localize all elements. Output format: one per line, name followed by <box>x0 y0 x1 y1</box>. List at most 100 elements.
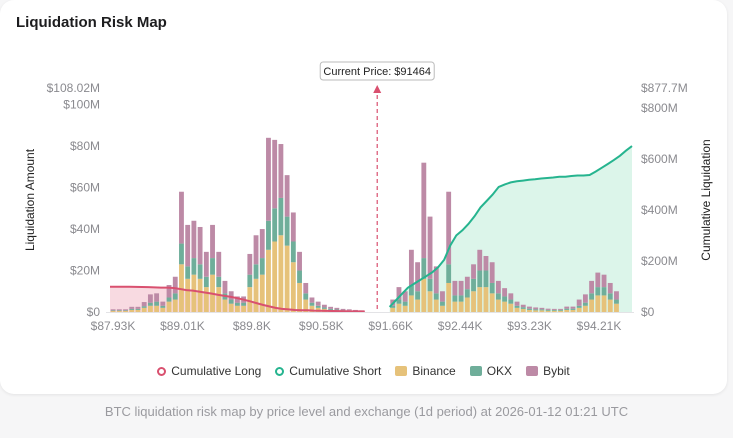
okx-bar <box>297 270 302 283</box>
current-price-box <box>319 61 435 81</box>
okx-bar <box>284 216 290 246</box>
bybit-bar <box>315 301 321 306</box>
bybit-bar <box>135 306 141 309</box>
y2-tick-label: $0 <box>641 305 655 319</box>
y-tick-label: $20M <box>70 264 100 278</box>
binance-bar <box>228 303 234 312</box>
binance-bar <box>539 310 545 312</box>
binance-bar <box>402 305 408 312</box>
okx-bar <box>210 258 215 275</box>
binance-bar <box>135 309 141 312</box>
binance-bar <box>452 301 458 312</box>
okx-bar <box>259 258 265 275</box>
okx-bar <box>203 276 209 288</box>
bybit-bar <box>396 287 402 300</box>
bybit-bar <box>402 291 408 302</box>
bybit-bar <box>527 306 532 309</box>
bybit-bar <box>123 309 128 311</box>
bybit-bar <box>216 251 222 277</box>
legend-label: Bybit <box>543 364 570 378</box>
binance-bar <box>601 295 607 312</box>
binance-bar <box>477 287 483 312</box>
bybit-bar <box>247 253 253 275</box>
okx-bar <box>408 285 414 296</box>
okx-bar <box>247 274 253 288</box>
bybit-bar <box>309 297 315 303</box>
bybit-bar <box>160 301 166 306</box>
bybit-bar <box>471 264 476 279</box>
x-tick-label: $91.66K <box>368 319 413 333</box>
bybit-bar <box>589 280 595 294</box>
bybit-bar <box>452 280 458 296</box>
bybit-bar <box>570 306 576 309</box>
legend-item-bybit[interactable]: Bybit <box>526 364 570 378</box>
bybit-bar <box>210 224 215 259</box>
okx-bar <box>272 208 278 242</box>
binance-bar <box>514 307 520 312</box>
bybit-bar <box>340 308 346 311</box>
legend-label: Binance <box>412 364 456 378</box>
y-tick-label: $0 <box>87 305 101 319</box>
x-tick-label: $89.8K <box>233 319 271 333</box>
binance-bar <box>278 235 284 312</box>
binance-bar <box>203 287 209 312</box>
binance-bar <box>390 307 396 312</box>
okx-bar <box>607 293 613 300</box>
bybit-bar <box>558 308 563 310</box>
cumulative-long-swatch <box>157 366 167 376</box>
bybit-bar <box>203 251 209 277</box>
x-tick-label: $93.23K <box>507 319 552 333</box>
bybit-bar <box>179 191 184 244</box>
okx-bar <box>589 293 595 300</box>
binance-bar <box>253 278 259 312</box>
okx-bar <box>614 299 619 304</box>
binance-bar <box>489 293 495 312</box>
okx-bar <box>564 308 570 310</box>
legend-item-okx[interactable]: OKX <box>469 364 512 378</box>
bybit-swatch <box>526 366 539 376</box>
y2-axis-title: Cumulative Liquidation <box>699 139 713 260</box>
legend-item-cumulative-short[interactable]: Cumulative Short <box>275 364 381 378</box>
okx-bar <box>539 309 545 311</box>
binance-bar <box>464 297 470 312</box>
bybit-bar <box>303 282 309 294</box>
binance-bar <box>172 299 178 312</box>
okx-bar <box>179 243 184 265</box>
okx-bar <box>520 307 526 309</box>
bybit-bar <box>533 307 539 310</box>
okx-bar <box>303 293 309 300</box>
binance-bar <box>284 245 290 312</box>
okx-bar <box>160 305 166 308</box>
bybit-bar <box>116 309 122 311</box>
okx-bar <box>390 305 396 308</box>
binance-bar <box>110 310 116 312</box>
binance-bar <box>160 307 166 312</box>
okx-bar <box>421 258 427 279</box>
legend-label: Cumulative Short <box>289 364 382 378</box>
bybit-bar <box>614 291 619 300</box>
legend-item-binance[interactable]: Binance <box>395 364 456 378</box>
okx-bar <box>595 287 601 296</box>
okx-bar <box>334 309 340 311</box>
bybit-bar <box>489 262 495 283</box>
okx-bar <box>234 302 240 306</box>
y-tick-label: $40M <box>70 222 100 236</box>
binance-bar <box>595 295 601 312</box>
bybit-bar <box>197 226 203 265</box>
bybit-bar <box>334 307 340 310</box>
legend-item-cumulative-long[interactable]: Cumulative Long <box>157 364 261 378</box>
binance-bar <box>576 307 582 312</box>
okx-bar <box>110 310 116 311</box>
y2-tick-label: $600M <box>641 152 678 166</box>
binance-bar <box>147 305 153 312</box>
y-max-label: $108.02M <box>47 81 100 95</box>
okx-bar <box>471 278 476 292</box>
binance-bar <box>216 287 222 312</box>
okx-bar <box>489 282 495 294</box>
binance-bar <box>570 309 576 312</box>
y-tick-label: $100M <box>63 98 100 112</box>
okx-bar <box>172 293 178 300</box>
bybit-bar <box>464 276 470 290</box>
binance-bar <box>558 310 563 312</box>
okx-bar <box>321 307 327 309</box>
